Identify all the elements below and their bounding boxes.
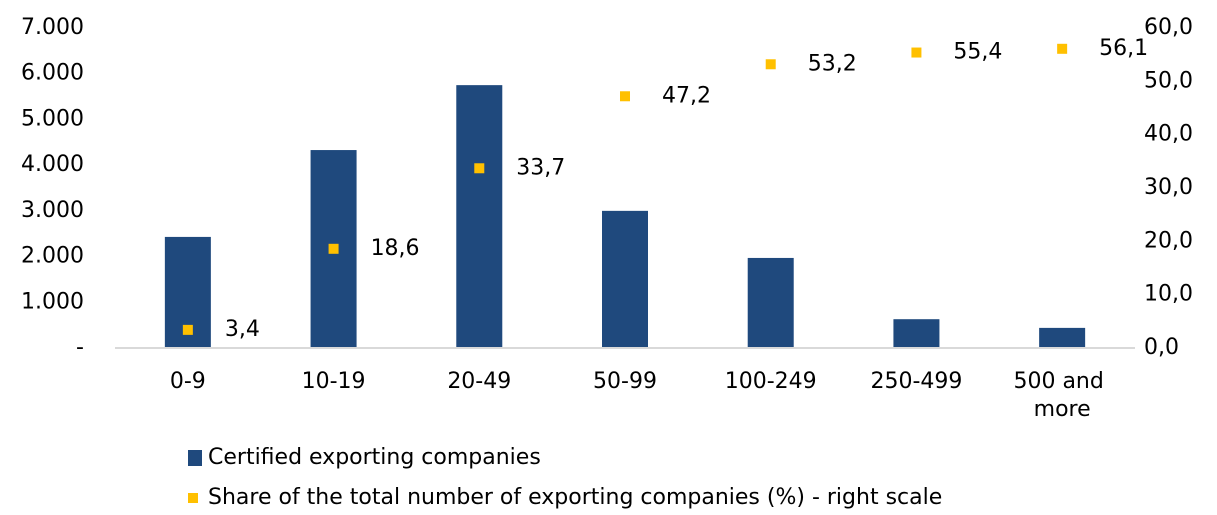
legend-label: Certified exporting companies: [208, 445, 541, 470]
bar: [747, 257, 794, 348]
point: [328, 243, 339, 254]
x-tick-label: 0-9: [170, 369, 206, 394]
bar: [893, 319, 940, 348]
bar: [1039, 327, 1086, 348]
x-tick-label: 500 and more: [1013, 369, 1110, 422]
data-label: 55,4: [953, 40, 1002, 65]
data-label: 56,1: [1099, 36, 1148, 61]
x-tick-label: 10-19: [302, 369, 366, 394]
bar: [456, 85, 503, 349]
y2-tick-label: 0,0: [1144, 335, 1179, 360]
data-label: 47,2: [662, 83, 711, 108]
y-tick-label: 2.000: [21, 244, 84, 269]
y-tick-label: 4.000: [21, 152, 84, 177]
legend-swatch: [188, 493, 198, 503]
y-tick-label: 3.000: [21, 198, 84, 223]
y-tick-label: 5.000: [21, 106, 84, 131]
legend-swatch: [188, 450, 202, 466]
data-label: 18,6: [371, 236, 420, 261]
y-tick-label: 1.000: [21, 289, 84, 314]
y2-tick-label: 40,0: [1144, 122, 1193, 147]
y-tick-label: 7.000: [21, 15, 84, 40]
y-tick-label: -: [76, 335, 84, 360]
bar: [602, 210, 648, 348]
point: [911, 47, 922, 58]
x-tick-label: 50-99: [593, 369, 657, 394]
y2-tick-label: 50,0: [1144, 68, 1193, 93]
x-tick-label: 100-249: [725, 369, 817, 394]
point: [620, 91, 630, 102]
data-label: 3,4: [225, 317, 260, 342]
y2-tick-label: 20,0: [1144, 228, 1193, 253]
x-tick-label: 250-499: [870, 369, 962, 394]
y-tick-label: 6.000: [21, 61, 84, 86]
data-label: 53,2: [808, 51, 857, 76]
point: [474, 163, 485, 174]
y2-tick-label: 30,0: [1144, 175, 1193, 200]
legend-label: Share of the total number of exporting c…: [208, 485, 942, 510]
data-label: 33,7: [516, 155, 565, 180]
y2-tick-label: 60,0: [1144, 15, 1193, 40]
y2-tick-label: 10,0: [1144, 282, 1193, 307]
point: [182, 324, 193, 335]
point: [1057, 43, 1068, 54]
point: [765, 59, 776, 70]
x-tick-label: 20-49: [447, 369, 511, 394]
